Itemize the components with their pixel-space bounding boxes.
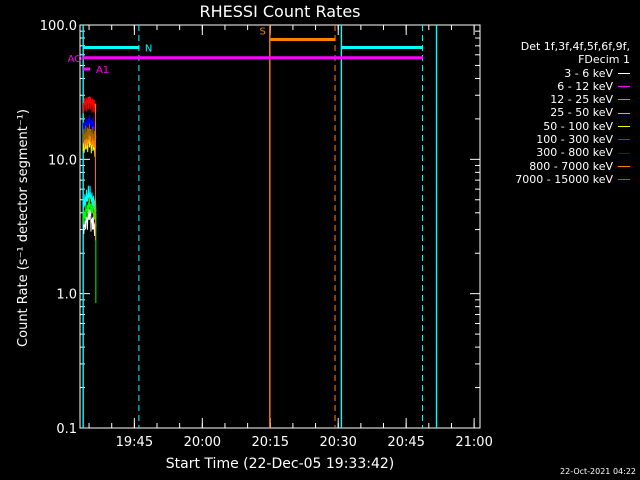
- legend-label: 12 - 25 keV: [550, 93, 613, 107]
- x-tick-label: 20:45: [387, 435, 424, 450]
- x-tick-label: 20:00: [184, 435, 221, 450]
- y-tick-label: 1.0: [56, 288, 77, 303]
- legend-entry: 50 - 100 keV: [480, 120, 630, 133]
- series-line: [82, 114, 97, 136]
- x-tick-label: 21:00: [455, 435, 492, 450]
- axes: 0.1 1.0 10.0 100.0 19:45 20:00 20:15 20:30 20:45…: [40, 19, 493, 450]
- legend-swatch: [618, 125, 630, 127]
- legend-swatch: [618, 152, 630, 154]
- legend-swatch: [618, 179, 630, 181]
- legend-label: 50 - 100 keV: [543, 119, 613, 133]
- legend-header-1: Det 1f,3f,4f,5f,6f,9f,: [520, 40, 630, 53]
- legend-label: 300 - 800 keV: [536, 146, 613, 160]
- legend-entry: 300 - 800 keV: [480, 146, 630, 159]
- legend-label: 800 - 7000 keV: [529, 159, 613, 173]
- legend-label: 7000 - 15000 keV: [515, 172, 613, 186]
- legend-label: 3 - 6 keV: [564, 66, 613, 80]
- x-axis-label: Start Time (22-Dec-05 19:33:42): [166, 456, 394, 472]
- legend-rows: 3 - 6 keV 6 - 12 keV 12 - 25 keV 25 - 50 ke…: [480, 67, 630, 187]
- legend-entry: 7000 - 15000 keV: [480, 173, 630, 186]
- legend-swatch: [618, 112, 630, 114]
- legend-swatch: [618, 99, 630, 101]
- y-tick-label: 100.0: [40, 19, 77, 34]
- legend-header-2: FDecim 1: [578, 53, 630, 67]
- legend-entry: 100 - 300 keV: [480, 133, 630, 146]
- state-label-ao: AO: [68, 54, 83, 65]
- chart-marks: N AO A1 S: [68, 25, 438, 428]
- state-label-n: N: [145, 43, 152, 54]
- x-tick-label: 20:30: [319, 435, 356, 450]
- plot-frame: [79, 24, 481, 429]
- legend-swatch: [618, 165, 630, 167]
- legend-swatch: [618, 72, 630, 74]
- legend: Det 1f,3f,4f,5f,6f,9f, FDecim 1 3 - 6 ke…: [480, 40, 630, 186]
- series-line: [82, 96, 97, 115]
- state-label-a1: A1: [96, 65, 109, 76]
- series-line: [82, 123, 97, 145]
- legend-label: 6 - 12 keV: [557, 79, 613, 93]
- series-line: [82, 196, 97, 225]
- y-axis-label: Count Rate (s⁻¹ detector segment⁻¹): [16, 109, 31, 347]
- legend-swatch: [618, 86, 630, 88]
- legend-entry: 3 - 6 keV: [480, 67, 630, 80]
- legend-entry: 800 - 7000 keV: [480, 160, 630, 173]
- timestamp: 22-Oct-2021 04:22: [560, 467, 636, 476]
- y-tick-label: 10.0: [48, 153, 77, 168]
- legend-label: 25 - 50 keV: [550, 106, 613, 120]
- state-label-s: S: [259, 26, 265, 37]
- legend-label: 100 - 300 keV: [536, 133, 613, 147]
- x-tick-label: 19:45: [116, 435, 153, 450]
- series-line: [82, 185, 97, 212]
- legend-swatch: [618, 139, 630, 141]
- chart-title: RHESSI Count Rates: [200, 2, 361, 21]
- legend-entry: 25 - 50 keV: [480, 106, 630, 119]
- y-tick-label: 0.1: [56, 422, 77, 437]
- legend-entry: 12 - 25 keV: [480, 93, 630, 106]
- x-tick-label: 20:15: [252, 435, 289, 450]
- legend-entry: 6 - 12 keV: [480, 80, 630, 93]
- series-line: [82, 208, 97, 237]
